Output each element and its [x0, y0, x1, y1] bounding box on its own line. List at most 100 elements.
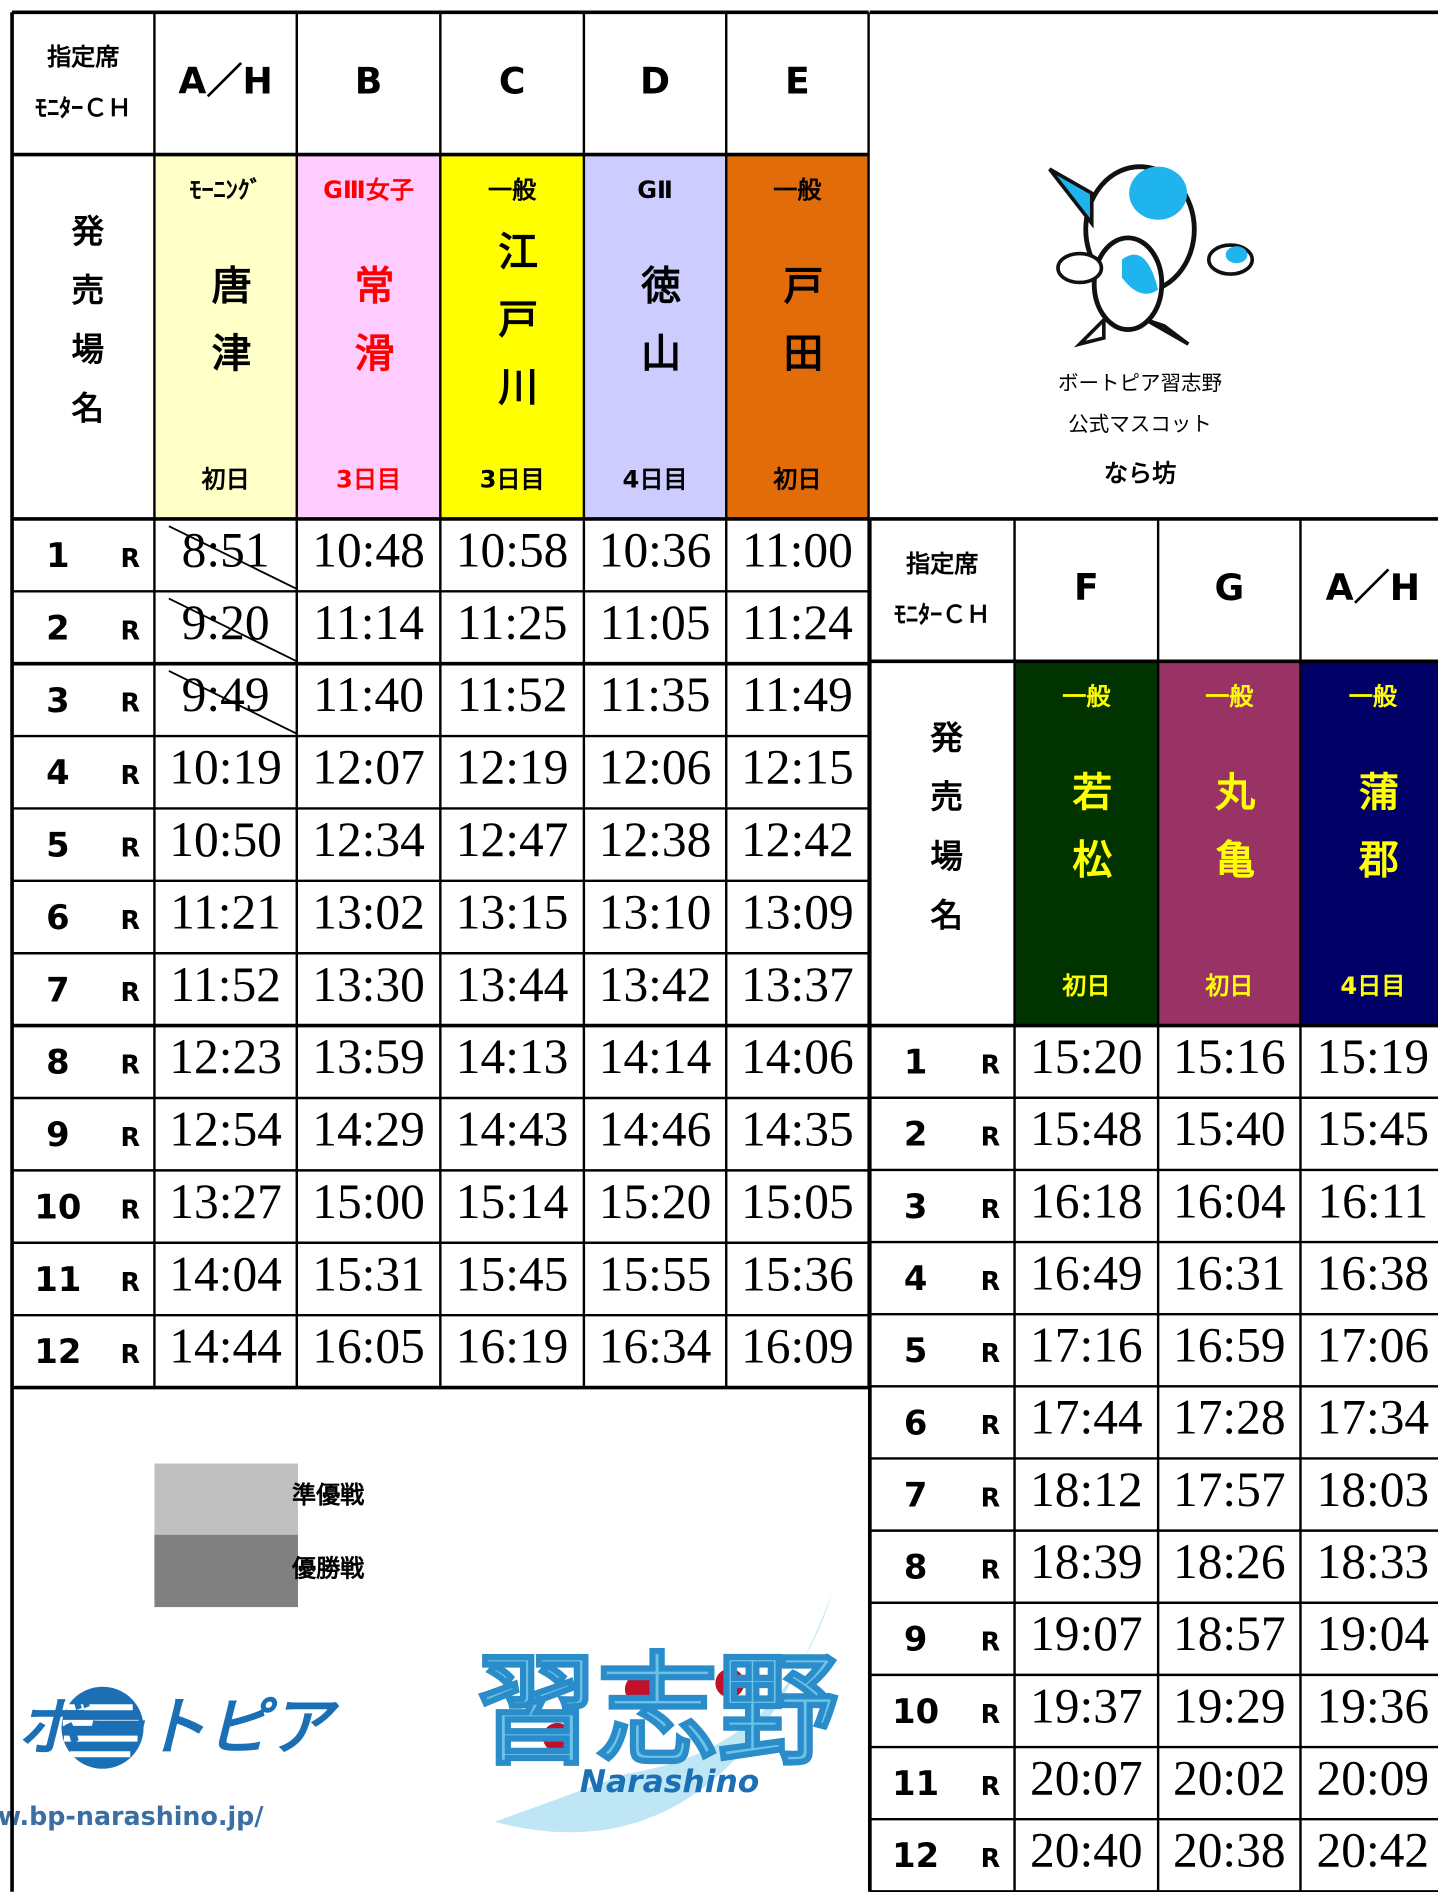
column-label: G [1214, 566, 1244, 609]
race-suffix: R [121, 1194, 141, 1224]
venue-grade: 一般 [1349, 682, 1398, 710]
venue-cell [1158, 661, 1301, 1026]
race-number: 2 [46, 608, 70, 647]
deadline-time: 12:23 [169, 1029, 282, 1084]
race-number: 10 [34, 1187, 81, 1226]
deadline-time: 15:16 [1173, 1029, 1286, 1084]
venue-day: 4日目 [1340, 972, 1405, 1000]
deadline-time: 11:05 [600, 595, 711, 650]
race-number: 4 [46, 753, 70, 792]
deadline-time: 19:29 [1173, 1678, 1286, 1733]
race-number: 5 [904, 1331, 928, 1370]
race-number: 12 [892, 1836, 939, 1875]
race-number: 12 [34, 1332, 81, 1371]
deadline-time: 15:20 [1030, 1029, 1143, 1084]
venue-grade: 一般 [1205, 682, 1254, 710]
deadline-time: 14:13 [456, 1029, 569, 1084]
venue-name: 江戸川 [492, 231, 538, 434]
deadline-time: 12:38 [599, 812, 712, 867]
venue-grade: GⅢ女子 [323, 176, 414, 204]
race-suffix: R [981, 1050, 1001, 1080]
deadline-time: 15:20 [599, 1174, 712, 1229]
venue-day: 初日 [1204, 972, 1253, 1000]
race-suffix: R [121, 977, 141, 1007]
deadline-time: 10:58 [456, 522, 569, 577]
deadline-time: 14:14 [599, 1029, 712, 1084]
deadline-time: 16:59 [1173, 1318, 1286, 1373]
deadline-time: 20:38 [1173, 1823, 1286, 1878]
column-label: D [640, 59, 670, 102]
deadline-time: 16:38 [1317, 1245, 1430, 1300]
race-number: 8 [904, 1548, 928, 1587]
deadline-time: 12:54 [169, 1102, 282, 1157]
race-suffix: R [121, 1267, 141, 1297]
deadline-time: 13:37 [741, 957, 854, 1012]
rule [168, 670, 298, 735]
race-number: 11 [34, 1260, 81, 1299]
column-label: C [499, 59, 526, 102]
race-suffix: R [121, 1050, 141, 1080]
venue-day: 4日目 [623, 465, 688, 493]
race-suffix: R [121, 1122, 141, 1152]
venue-cell [154, 154, 297, 519]
deadline-time: 17:57 [1173, 1462, 1286, 1517]
race-number: 6 [904, 1403, 928, 1442]
sales-label: 発売場名 [66, 213, 104, 450]
deadline-time: 17:34 [1317, 1390, 1430, 1445]
deadline-time: 14:06 [741, 1029, 854, 1084]
race-suffix: R [121, 760, 141, 790]
mascot-caption: 公式マスコット [1068, 412, 1211, 436]
corner-label: 指定席 [47, 43, 119, 71]
race-number: 9 [904, 1620, 928, 1659]
deadline-time: 18:03 [1317, 1462, 1430, 1517]
column-label: A／H [1326, 566, 1420, 609]
race-number: 11 [892, 1764, 939, 1803]
venue-name: 蒲郡 [1352, 771, 1399, 906]
deadline-time: 13:10 [599, 884, 712, 939]
venue-cell [440, 154, 584, 519]
legend-swatch [154, 1463, 298, 1535]
legend-label: 準優戦 [292, 1481, 365, 1509]
race-number: 9 [46, 1115, 70, 1154]
race-suffix: R [981, 1482, 1001, 1512]
deadline-time: 13:09 [741, 884, 854, 939]
race-suffix: R [981, 1627, 1001, 1657]
deadline-time: 12:19 [456, 740, 569, 795]
deadline-time: 15:05 [741, 1174, 854, 1229]
deadline-time: 11:35 [600, 667, 711, 722]
race-suffix: R [981, 1266, 1001, 1296]
deadline-time: 13:15 [456, 884, 569, 939]
deadline-time: 13:59 [312, 1029, 425, 1084]
deadline-time: 11:00 [742, 522, 853, 577]
race-suffix: R [981, 1555, 1001, 1585]
venue-name: 常滑 [348, 264, 394, 399]
race-suffix: R [981, 1771, 1001, 1801]
venue-cell [726, 154, 869, 519]
deadline-time: 16:19 [456, 1319, 569, 1374]
race-suffix: R [121, 905, 141, 935]
deadline-time: 15:40 [1173, 1101, 1286, 1156]
deadline-time: 10:48 [312, 522, 425, 577]
deadline-time: 11:24 [742, 595, 853, 650]
deadline-time: 13:02 [312, 884, 425, 939]
deadline-time: 20:02 [1173, 1750, 1286, 1805]
race-suffix: R [981, 1699, 1001, 1729]
logo-url: http://www.bp-narashino.jp/ [0, 1801, 264, 1831]
deadline-time: 20:40 [1030, 1823, 1143, 1878]
deadline-time: 20:09 [1317, 1750, 1430, 1805]
deadline-time: 16:18 [1030, 1173, 1143, 1228]
deadline-time: 11:52 [170, 957, 281, 1012]
race-suffix: R [121, 615, 141, 645]
deadline-time: 16:04 [1173, 1173, 1286, 1228]
venue-name: 戸田 [777, 264, 823, 399]
rule [168, 597, 298, 663]
deadline-time: 14:04 [169, 1246, 282, 1301]
deadline-time: 13:27 [169, 1174, 282, 1229]
column-label: F [1074, 566, 1099, 609]
venue-cell [583, 154, 727, 519]
race-number: 1 [46, 536, 70, 575]
deadline-time: 17:44 [1030, 1390, 1143, 1445]
deadline-time: 12:47 [456, 812, 569, 867]
race-number: 3 [46, 681, 70, 720]
race-number: 5 [46, 826, 70, 865]
